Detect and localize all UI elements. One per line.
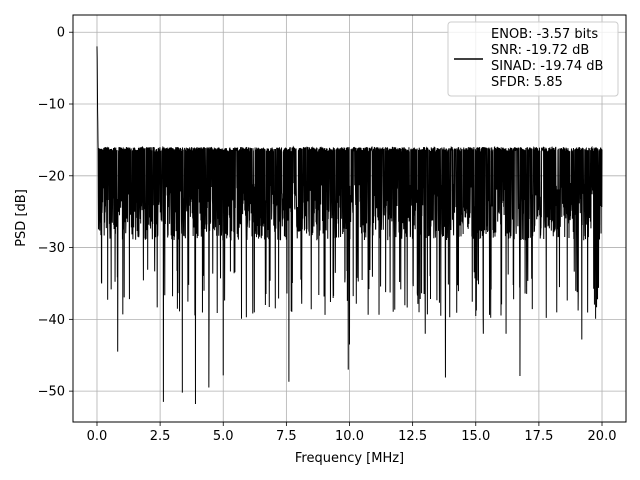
y-tick-label: −10 xyxy=(38,98,65,113)
y-axis: 0 −10 −20 −30 −40 −50 xyxy=(38,26,73,400)
x-tick-label: 2.5 xyxy=(150,429,171,444)
y-axis-label: PSD [dB] xyxy=(14,189,29,247)
x-tick-label: 5.0 xyxy=(213,429,234,444)
x-tick-label: 7.5 xyxy=(276,429,297,444)
legend: ENOB: -3.57 bits SNR: -19.72 dB SINAD: -… xyxy=(447,21,619,97)
x-tick-label: 0.0 xyxy=(87,429,108,444)
legend-box xyxy=(447,21,619,97)
y-tick-label: 0 xyxy=(57,26,65,41)
y-tick-label: −40 xyxy=(38,313,65,328)
legend-enob: ENOB: -3.57 bits xyxy=(491,27,598,42)
legend-snr: SNR: -19.72 dB xyxy=(491,43,589,58)
legend-sinad: SINAD: -19.74 dB xyxy=(491,59,603,74)
x-tick-label: 12.5 xyxy=(398,429,427,444)
y-tick-label: −50 xyxy=(38,385,65,400)
x-tick-label: 17.5 xyxy=(524,429,553,444)
x-tick-label: 20.0 xyxy=(588,429,617,444)
x-axis: 0.0 2.5 5.0 7.5 10.0 12.5 15.0 17.5 20.0 xyxy=(87,422,617,444)
y-tick-label: −20 xyxy=(38,169,65,184)
x-tick-label: 15.0 xyxy=(461,429,490,444)
plot-area xyxy=(96,46,603,405)
x-tick-label: 10.0 xyxy=(335,429,364,444)
psd-series-line xyxy=(96,46,603,405)
legend-sfdr: SFDR: 5.85 xyxy=(491,75,563,90)
y-tick-label: −30 xyxy=(38,241,65,256)
x-axis-label: Frequency [MHz] xyxy=(295,451,404,466)
